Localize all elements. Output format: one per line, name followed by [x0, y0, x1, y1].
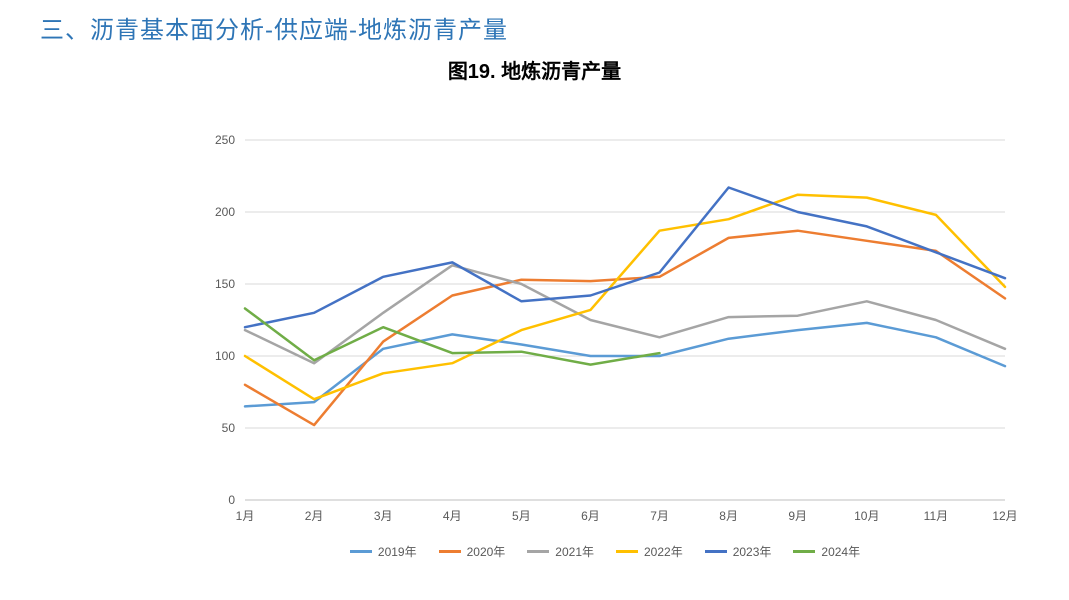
legend-item: 2020年 [439, 543, 506, 560]
legend-label: 2024年 [821, 543, 860, 560]
x-tick-label: 6月 [581, 509, 600, 523]
legend-swatch [439, 550, 461, 553]
x-tick-label: 2月 [305, 509, 324, 523]
x-tick-label: 4月 [443, 509, 462, 523]
x-tick-label: 1月 [236, 509, 255, 523]
x-tick-label: 3月 [374, 509, 393, 523]
chart-legend: 2019年 2020年 2021年 2022年 2023年 2024年 [190, 543, 1020, 560]
y-tick-label: 250 [215, 133, 235, 147]
legend-label: 2021年 [555, 543, 594, 560]
legend-swatch [705, 550, 727, 553]
x-tick-label: 9月 [788, 509, 807, 523]
y-tick-label: 0 [228, 493, 235, 507]
x-tick-label: 10月 [854, 509, 879, 523]
chart-title: 图19. 地炼沥青产量 [0, 55, 1069, 84]
legend-label: 2022年 [644, 543, 683, 560]
x-tick-label: 7月 [650, 509, 669, 523]
legend-item: 2019年 [350, 543, 417, 560]
section-heading: 三、沥青基本面分析-供应端-地炼沥青产量 [40, 10, 508, 45]
line-chart-svg: 0 50 100 150 200 250 1月 2月 3月 4月 5月 6月 7月 8月 9月 10月 11月 1… [190, 130, 1020, 530]
series-line [245, 323, 1005, 407]
legend-item: 2023年 [705, 543, 772, 560]
x-tick-label: 5月 [512, 509, 531, 523]
legend-swatch [350, 550, 372, 553]
legend-item: 2021年 [527, 543, 594, 560]
legend-item: 2024年 [793, 543, 860, 560]
y-tick-label: 50 [222, 421, 236, 435]
chart-area: 0 50 100 150 200 250 1月 2月 3月 4月 5月 6月 7月 8月 9月 10月 11月 1… [190, 130, 1020, 560]
legend-swatch [793, 550, 815, 553]
x-tick-label: 8月 [719, 509, 738, 523]
legend-swatch [616, 550, 638, 553]
y-tick-label: 100 [215, 349, 235, 363]
x-tick-label: 12月 [992, 509, 1017, 523]
legend-swatch [527, 550, 549, 553]
y-tick-label: 150 [215, 277, 235, 291]
legend-item: 2022年 [616, 543, 683, 560]
x-tick-label: 11月 [924, 509, 948, 523]
y-tick-label: 200 [215, 205, 235, 219]
legend-label: 2019年 [378, 543, 417, 560]
legend-label: 2023年 [733, 543, 772, 560]
series-line [245, 188, 1005, 328]
legend-label: 2020年 [467, 543, 506, 560]
